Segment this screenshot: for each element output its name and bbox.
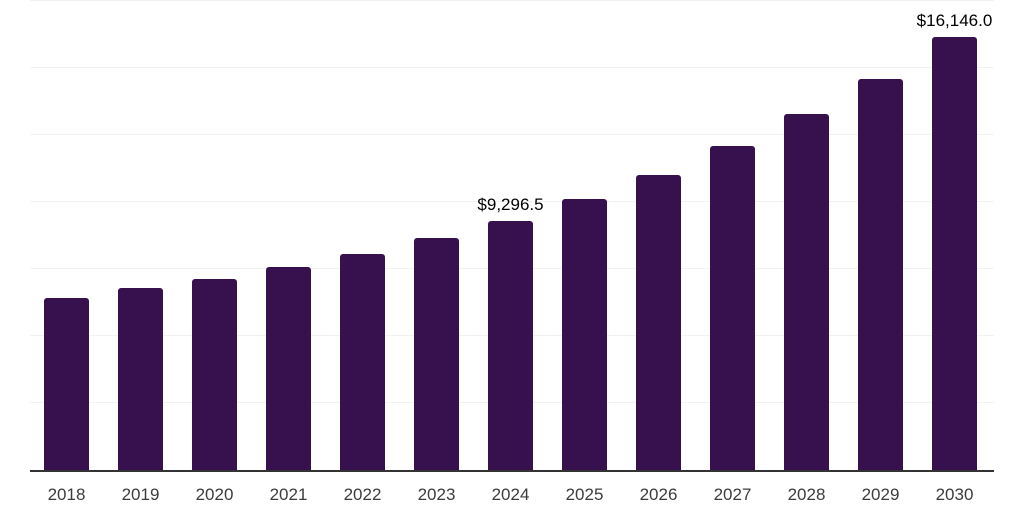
x-axis-label-2022: 2022: [343, 485, 382, 504]
x-axis-label-2020: 2020: [195, 485, 234, 504]
bar-2018: [44, 298, 89, 470]
bar-2021: [266, 267, 311, 470]
data-label-2024: $9,296.5: [477, 195, 544, 214]
bar-2029: [858, 79, 903, 470]
x-axis-label-2029: 2029: [861, 485, 900, 504]
gridline: [30, 0, 994, 1]
x-axis-label-2023: 2023: [417, 485, 456, 504]
bar-2022: [340, 254, 385, 470]
x-axis-label-2025: 2025: [565, 485, 604, 504]
gridline: [30, 67, 994, 68]
x-axis-label-2024: 2024: [491, 485, 530, 504]
bar-2024: [488, 221, 533, 470]
gridline: [30, 134, 994, 135]
bar-2023: [414, 238, 459, 470]
bar-2026: [636, 175, 681, 470]
gridline: [30, 201, 994, 202]
bar-2030: [932, 37, 977, 470]
x-axis-label-2026: 2026: [639, 485, 678, 504]
data-label-2030: $16,146.0: [916, 11, 993, 30]
x-axis-label-2018: 2018: [47, 485, 86, 504]
bar-2025: [562, 199, 607, 470]
x-axis-label-2021: 2021: [269, 485, 308, 504]
x-axis-label-2028: 2028: [787, 485, 826, 504]
bar-2028: [784, 114, 829, 470]
x-axis-line: [30, 470, 994, 472]
bar-2020: [192, 279, 237, 470]
x-axis-label-2030: 2030: [935, 485, 974, 504]
bar-2019: [118, 288, 163, 470]
bar-2027: [710, 146, 755, 470]
x-axis-label-2027: 2027: [713, 485, 752, 504]
x-axis-label-2019: 2019: [121, 485, 160, 504]
